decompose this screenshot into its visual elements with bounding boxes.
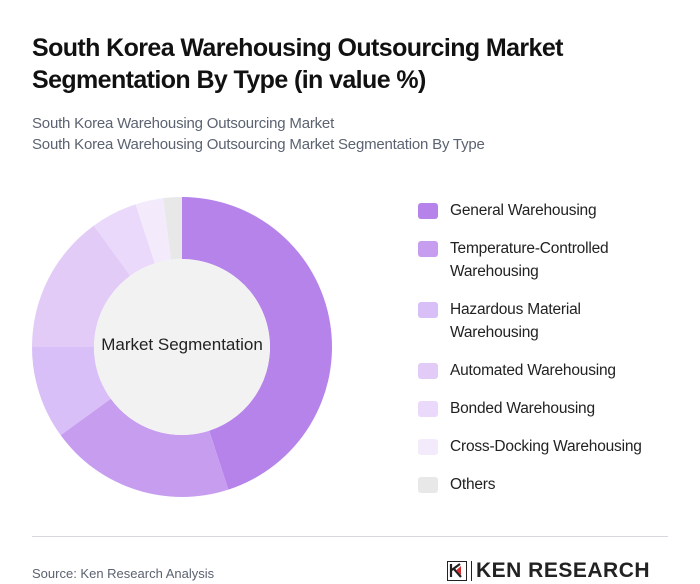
legend-label: Others	[450, 476, 496, 493]
subtitle: South Korea Warehousing Outsourcing Mark…	[32, 113, 485, 155]
donut-hole	[94, 259, 270, 435]
legend-swatch-icon	[418, 203, 438, 219]
donut-chart	[32, 197, 333, 498]
donut-slice-hazardous-material-warehousing[interactable]	[32, 347, 111, 436]
legend-label: Hazardous Material Warehousing	[450, 301, 581, 341]
ken-research-logo: KEN RESEARCH	[447, 559, 651, 582]
donut-slice-temperature-controlled-warehousing[interactable]	[60, 398, 229, 498]
legend-label: Automated Warehousing	[450, 362, 616, 379]
subtitle-line-2: South Korea Warehousing Outsourcing Mark…	[32, 136, 485, 153]
legend-swatch-icon	[418, 401, 438, 417]
donut-slice-automated-warehousing[interactable]	[32, 225, 131, 347]
legend-label: Bonded Warehousing	[450, 400, 595, 417]
legend-swatch-icon	[418, 477, 438, 493]
legend-swatch-icon	[418, 302, 438, 318]
legend-swatch-icon	[418, 439, 438, 455]
legend-item[interactable]: Cross-Docking Warehousing	[418, 435, 678, 458]
legend-item[interactable]: Bonded Warehousing	[418, 397, 678, 420]
donut-slice-general-warehousing[interactable]	[182, 197, 333, 490]
legend-label: Cross-Docking Warehousing	[450, 438, 642, 455]
legend-item[interactable]: Temperature-Controlled Warehousing	[418, 237, 678, 283]
subtitle-line-1: South Korea Warehousing Outsourcing Mark…	[32, 115, 335, 132]
donut-center-label: Market Segmentation	[101, 335, 263, 354]
donut-slice-others[interactable]	[163, 197, 182, 260]
legend-label: Temperature-Controlled Warehousing	[450, 240, 609, 280]
legend-item[interactable]: Automated Warehousing	[418, 359, 678, 382]
legend-item[interactable]: General Warehousing	[418, 199, 678, 222]
legend-item[interactable]: Others	[418, 473, 678, 496]
footer-divider	[32, 536, 668, 537]
donut-slice-cross-docking-warehousing[interactable]	[135, 198, 171, 264]
logo-text: KEN RESEARCH	[476, 559, 651, 582]
legend-item[interactable]: Hazardous Material Warehousing	[418, 298, 678, 344]
source-note: Source: Ken Research Analysis	[32, 566, 215, 581]
page-title: South Korea Warehousing Outsourcing Mark…	[32, 34, 563, 94]
logo-separator	[471, 561, 472, 581]
legend-swatch-icon	[418, 363, 438, 379]
legend-label: General Warehousing	[450, 202, 597, 219]
logo-k-icon	[447, 561, 467, 581]
chart-legend: General Warehousing Temperature-Controlle…	[418, 199, 678, 511]
donut-slice-bonded-warehousing[interactable]	[93, 204, 155, 276]
legend-swatch-icon	[418, 241, 438, 257]
